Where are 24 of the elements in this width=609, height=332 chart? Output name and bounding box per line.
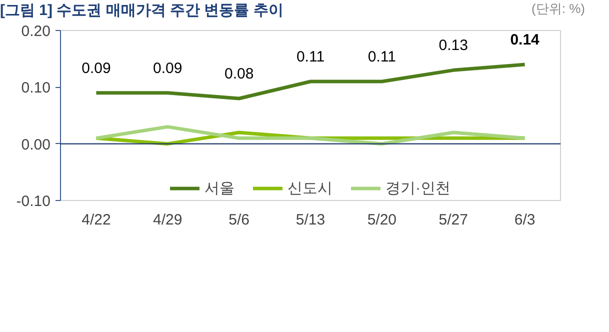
- x-tick-label: 5/20: [367, 212, 397, 228]
- x-tick-label: 5/13: [296, 212, 326, 228]
- y-tick-label: 0.10: [21, 80, 51, 97]
- y-tick-label: -0.10: [16, 193, 51, 210]
- line-series: [94, 125, 527, 146]
- y-tick-label: 0.20: [21, 23, 51, 40]
- x-tick-label: 5/6: [228, 212, 250, 228]
- text: (단위: %): [532, 0, 585, 18]
- legend-label: 경기·인천: [386, 178, 450, 198]
- x-tick-label: 4/29: [153, 212, 182, 228]
- x-tick-label: 6/3: [514, 212, 536, 228]
- data-label: 0.11: [296, 48, 325, 66]
- data-label: 0.09: [153, 60, 182, 77]
- legend-label: 신도시: [288, 178, 332, 198]
- legend-label: 서울: [204, 178, 234, 198]
- y-tick-label: 0.00: [21, 136, 51, 154]
- chart-title: [그림 1] 수도권 매매가격 주간 변동률 추이: [0, 1, 284, 21]
- data-label: 0.09: [82, 60, 111, 77]
- data-label: 0.11: [368, 48, 396, 66]
- data-label: 0.14: [510, 32, 540, 48]
- x-tick-label: 5/27: [438, 212, 468, 228]
- data-label: 0.13: [438, 37, 468, 54]
- data-label: 0.08: [224, 66, 254, 82]
- x-tick-label: 4/22: [82, 212, 111, 228]
